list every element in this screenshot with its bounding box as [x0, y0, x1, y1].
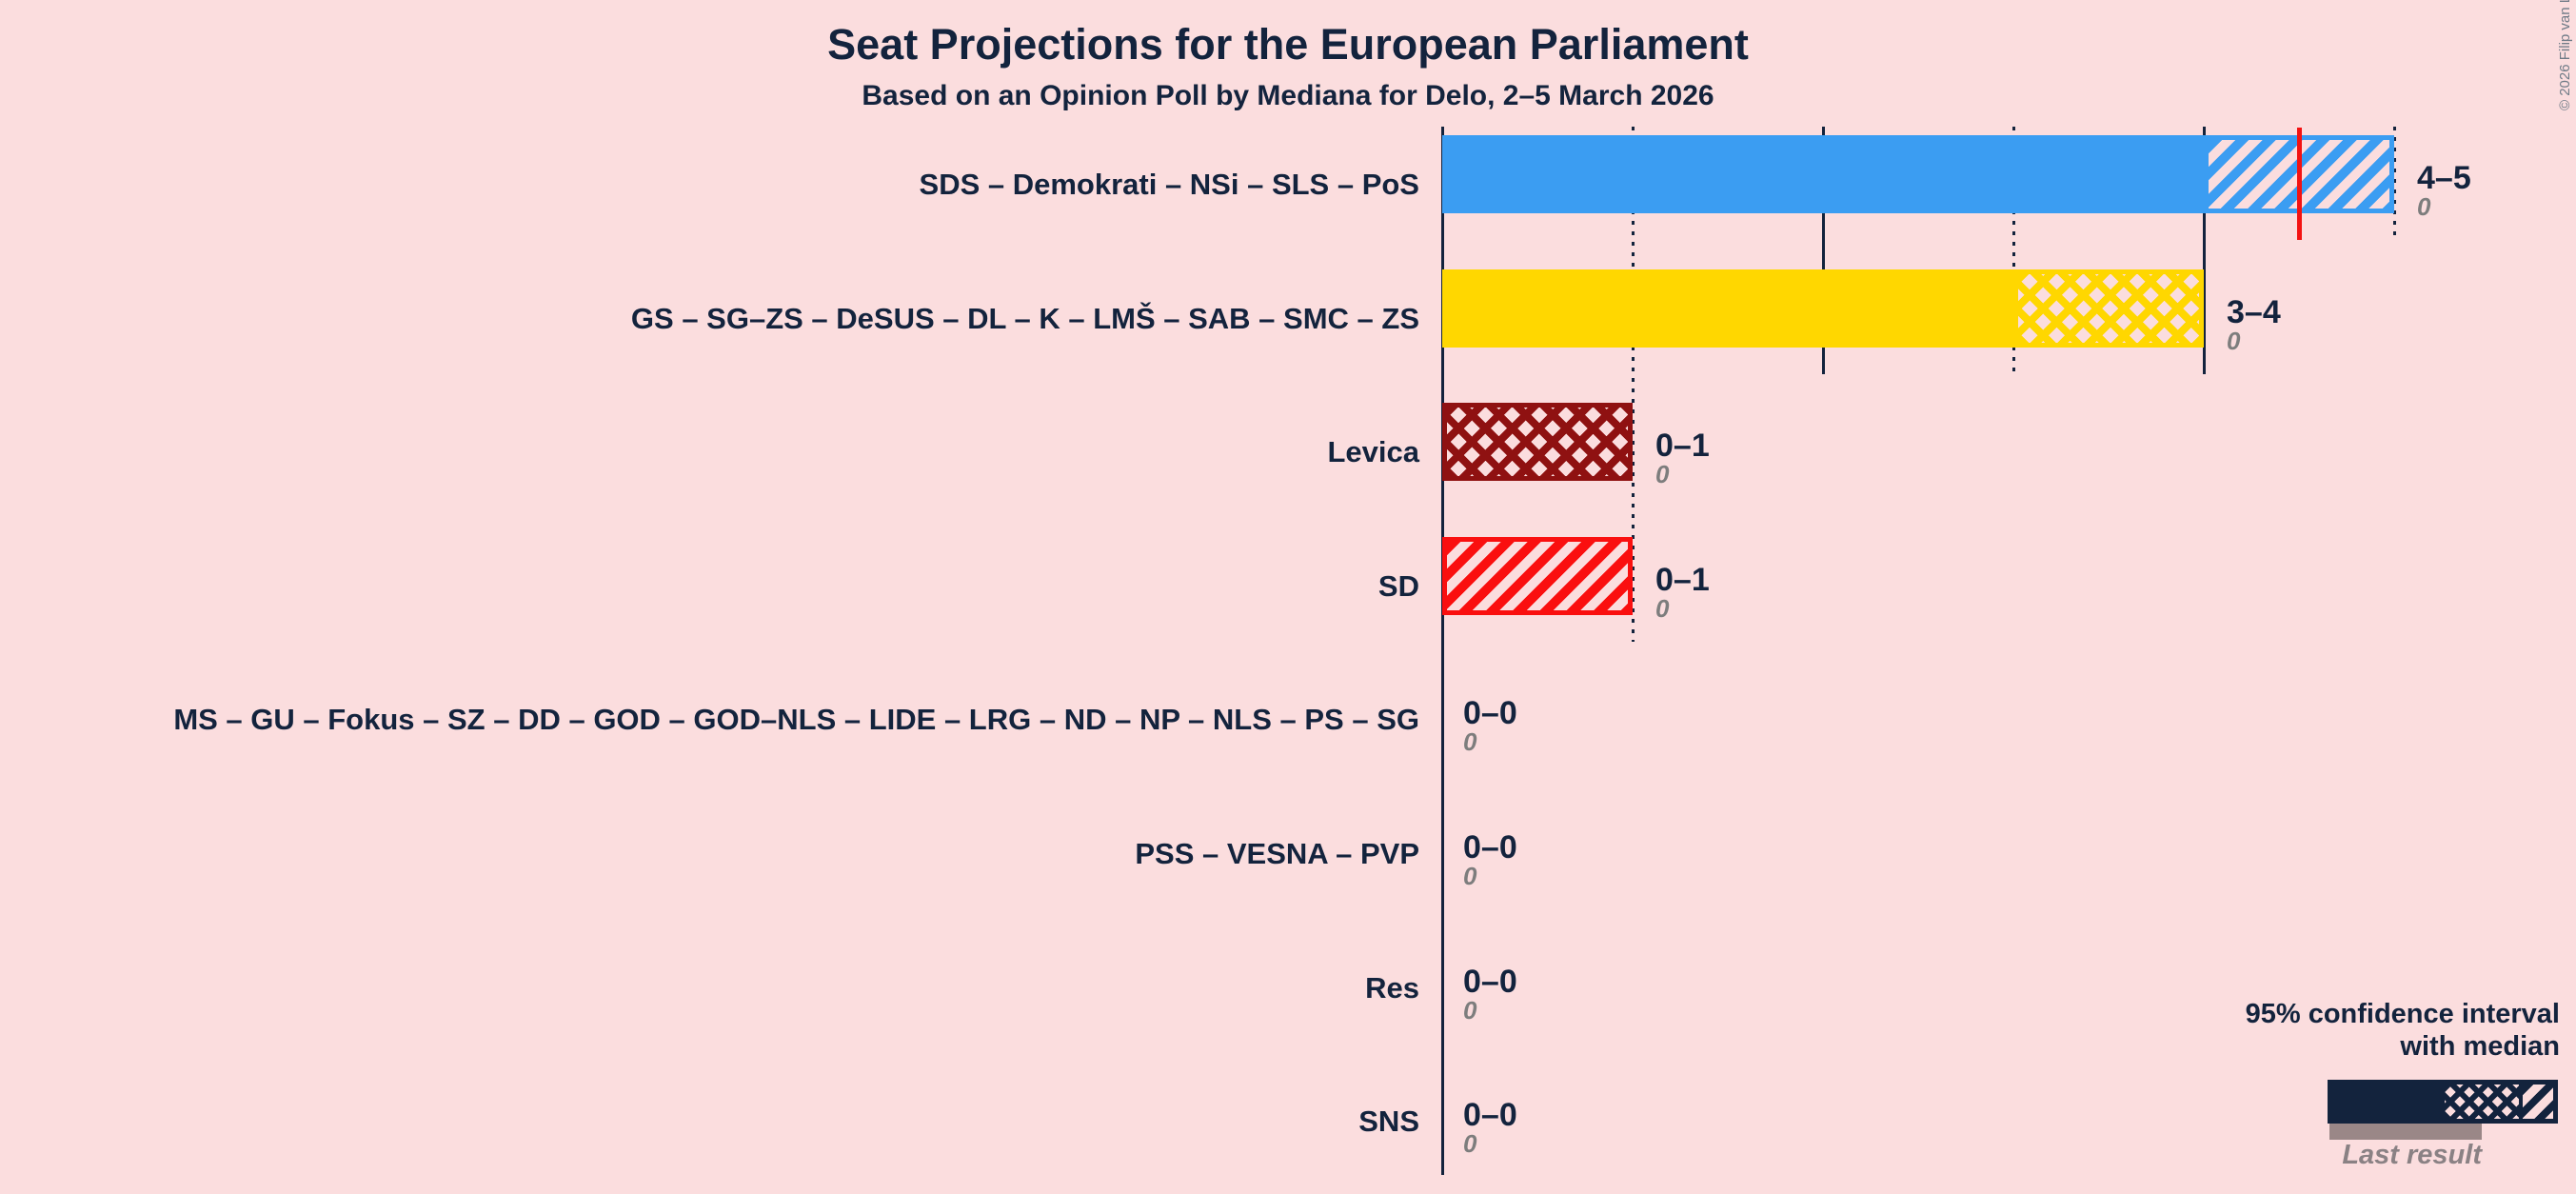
legend-ci-crosshatch-segment: [2445, 1085, 2519, 1119]
last-result-value: 0: [1463, 1129, 1477, 1158]
legend-last-result-label: Last result: [2342, 1140, 2482, 1170]
last-result-value: 0: [1655, 594, 1670, 623]
ci-value: 0–1: [1655, 428, 1710, 464]
row-label: Levica: [1327, 435, 1419, 468]
last-result-value: 0: [1655, 460, 1670, 488]
gridline-seat-3: [2012, 127, 2015, 374]
ci-value: 0–0: [1463, 1097, 1517, 1133]
copyright-note: © 2026 Filip van Laenen: [2557, 0, 2573, 110]
last-result-value: 0: [2227, 327, 2241, 355]
ci-bar-hatched: [1442, 537, 1633, 615]
chart-subtitle: Based on an Opinion Poll by Mediana for …: [862, 80, 1714, 111]
ci-value: 0–0: [1463, 695, 1517, 731]
ci-value: 3–4: [2227, 294, 2281, 330]
row-label: MS – GU – Fokus – SZ – DD – GOD – GOD–NL…: [173, 703, 1419, 736]
row-label: GS – SG–ZS – DeSUS – DL – K – LMŠ – SAB …: [630, 302, 1419, 335]
legend-ci-solid-segment: [2332, 1085, 2445, 1119]
row-label: SNS: [1358, 1104, 1419, 1138]
axis-line: [1441, 127, 1444, 1175]
ci-value: 0–0: [1463, 964, 1517, 1000]
gridline-seat-1: [1632, 127, 1635, 642]
legend-last-result-bar: [2329, 1123, 2482, 1140]
gridline-seat-4: [2203, 127, 2206, 374]
legend-ci-label-line1: 95% confidence interval: [2245, 999, 2560, 1029]
ci-bar-hatched: [1442, 403, 1633, 481]
ci-bar-solid: [1442, 269, 2013, 348]
legend-ci-bar: [2328, 1080, 2558, 1124]
chart-title: Seat Projections for the European Parlia…: [827, 20, 1749, 69]
row-label: PSS – VESNA – PVP: [1135, 837, 1419, 870]
ci-value: 0–0: [1463, 829, 1517, 866]
gridline-seat-5: [2393, 127, 2396, 240]
last-result-value: 0: [1463, 862, 1477, 890]
legend-ci-diagonal-segment: [2519, 1085, 2553, 1119]
row-label: SDS – Demokrati – NSi – SLS – PoS: [919, 168, 1419, 201]
last-result-value: 0: [2417, 192, 2431, 221]
median-marker: [2297, 128, 2302, 240]
legend-ci-label-line2: with median: [2400, 1031, 2560, 1062]
last-result-value: 0: [1463, 727, 1477, 756]
ci-value: 4–5: [2417, 160, 2471, 196]
row-label: Res: [1365, 971, 1419, 1005]
ci-bar-solid: [1442, 135, 2204, 213]
row-label: SD: [1377, 569, 1419, 603]
last-result-value: 0: [1463, 996, 1477, 1025]
gridline-seat-2: [1822, 127, 1825, 374]
ci-value: 0–1: [1655, 562, 1710, 598]
ci-bar-hatched: [2013, 269, 2204, 348]
